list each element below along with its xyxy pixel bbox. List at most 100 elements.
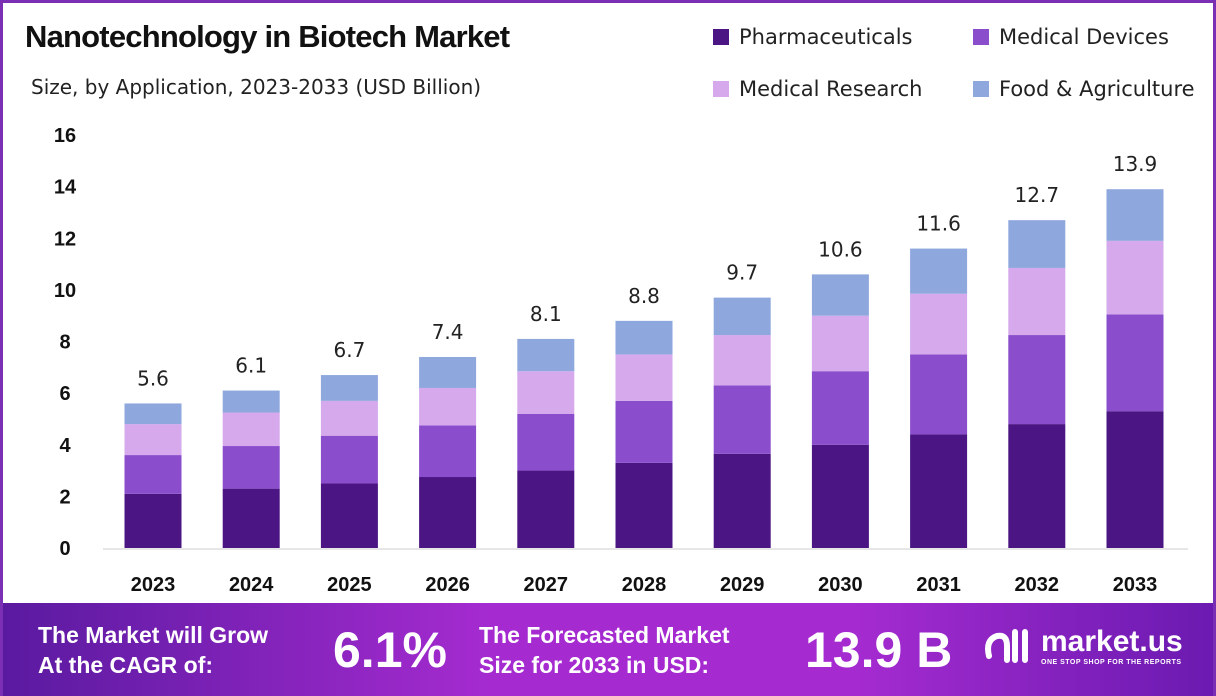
- x-tick-label: 2025: [327, 574, 372, 596]
- bar-segment-pharmaceuticals: [615, 462, 673, 548]
- bar-segment-pharmaceuticals: [713, 453, 771, 548]
- bar-segment-food-agriculture: [811, 274, 869, 316]
- bar-segment-pharmaceuticals: [910, 434, 968, 548]
- total-data-label: 7.4: [432, 320, 464, 344]
- x-tick-label: 2029: [720, 574, 765, 596]
- chart-subtitle: Size, by Application, 2023-2033 (USD Bil…: [31, 75, 482, 99]
- legend-label: Pharmaceuticals: [739, 25, 913, 49]
- bar-segment-pharmaceuticals: [124, 493, 182, 548]
- bar-segment-medical-research: [517, 371, 575, 414]
- total-data-label: 9.7: [726, 261, 758, 285]
- total-data-label: 13.9: [1113, 152, 1158, 176]
- logo-tagline: ONE STOP SHOP FOR THE REPORTS: [1041, 659, 1182, 666]
- y-tick-label: 2: [59, 486, 70, 508]
- bar-segment-food-agriculture: [517, 338, 575, 372]
- bar-segment-medical-devices: [320, 435, 378, 484]
- legend-swatch: [713, 29, 729, 45]
- legend-swatch: [973, 81, 989, 97]
- bar-segment-medical-research: [811, 315, 869, 372]
- bar-segment-medical-research: [615, 354, 673, 401]
- total-data-label: 8.1: [530, 302, 562, 326]
- bar-segment-medical-research: [713, 335, 771, 386]
- bar-segment-pharmaceuticals: [517, 470, 575, 548]
- bar-segment-food-agriculture: [1106, 189, 1164, 241]
- bar-segment-pharmaceuticals: [1008, 424, 1066, 548]
- bar-segment-medical-devices: [910, 354, 968, 435]
- total-data-label: 6.7: [333, 338, 365, 362]
- bar-segment-medical-devices: [615, 400, 673, 463]
- summary-banner: The Market will Grow At the CAGR of: 6.1…: [3, 603, 1213, 696]
- y-tick-label: 4: [59, 435, 71, 457]
- logo-text: market.us: [1041, 625, 1183, 658]
- total-data-label: 8.8: [628, 284, 660, 308]
- y-tick-label: 0: [59, 538, 70, 560]
- market-us-logo: market.us ONE STOP SHOP FOR THE REPORTS: [983, 625, 1183, 666]
- legend-food-agriculture: Food & Agriculture: [973, 77, 1195, 101]
- bar-segment-food-agriculture: [124, 403, 182, 425]
- x-tick-label: 2030: [818, 574, 863, 596]
- bar-segment-medical-devices: [713, 385, 771, 454]
- x-tick-label: 2023: [131, 574, 176, 596]
- bar-segment-medical-research: [1008, 267, 1066, 336]
- bar-segment-food-agriculture: [320, 375, 378, 401]
- forecast-label-line1: The Forecasted Market: [479, 622, 730, 648]
- total-data-label: 11.6: [916, 212, 961, 236]
- y-tick-label: 12: [54, 228, 76, 250]
- bar-segment-medical-research: [910, 293, 968, 355]
- market-us-logo-icon: [985, 628, 1028, 663]
- legend-label: Food & Agriculture: [999, 77, 1195, 101]
- bar-segment-medical-devices: [1008, 335, 1066, 425]
- bar-segment-pharmaceuticals: [811, 444, 869, 548]
- bar-segment-medical-devices: [222, 446, 280, 489]
- bar-segment-food-agriculture: [419, 356, 477, 388]
- x-tick-label: 2028: [622, 574, 667, 596]
- bar-segment-medical-research: [1106, 240, 1164, 315]
- cagr-label: The Market will Grow At the CAGR of:: [38, 620, 268, 680]
- cagr-label-line2: At the CAGR of:: [38, 652, 214, 678]
- bar-segment-medical-research: [124, 424, 182, 456]
- legend-swatch: [973, 29, 989, 45]
- total-data-label: 12.7: [1015, 183, 1060, 207]
- x-tick-label: 2026: [425, 574, 470, 596]
- y-tick-label: 16: [54, 125, 76, 147]
- x-tick-label: 2024: [229, 574, 274, 596]
- bar-segment-food-agriculture: [222, 390, 280, 413]
- cagr-value: 6.1%: [333, 622, 447, 678]
- bar-segment-medical-devices: [124, 455, 182, 494]
- y-tick-label: 8: [59, 332, 70, 354]
- forecast-label: The Forecasted Market Size for 2033 in U…: [479, 620, 730, 680]
- x-tick-label: 2027: [524, 574, 569, 596]
- bar-segment-medical-research: [320, 400, 378, 436]
- total-data-label: 5.6: [137, 366, 169, 390]
- stacked-bar-chart: 0 2 4 6 8 10 12 14 16 5.6 2023 6.1 2024 6.7 2025 7.4 202…: [54, 125, 1188, 596]
- bar-segment-pharmaceuticals: [1106, 411, 1164, 548]
- total-data-label: 10.6: [818, 237, 863, 261]
- bar-segment-medical-research: [419, 387, 477, 426]
- x-tick-label: 2032: [1015, 574, 1060, 596]
- bar-segment-food-agriculture: [713, 297, 771, 336]
- total-data-label: 6.1: [235, 354, 267, 378]
- legend-label: Medical Devices: [999, 25, 1169, 49]
- bar-segment-pharmaceuticals: [320, 483, 378, 548]
- legend-swatch: [713, 81, 729, 97]
- bar-segment-pharmaceuticals: [419, 477, 477, 548]
- x-tick-label: 2033: [1113, 574, 1158, 596]
- bar-segment-medical-devices: [419, 425, 477, 478]
- y-tick-label: 14: [54, 177, 77, 199]
- legend-pharmaceuticals: Pharmaceuticals: [713, 25, 912, 49]
- x-tick-label: 2031: [916, 574, 961, 596]
- bar-segment-pharmaceuticals: [222, 488, 280, 548]
- legend-medical-devices: Medical Devices: [973, 25, 1169, 49]
- bar-segment-medical-devices: [1106, 314, 1164, 412]
- y-tick-label: 6: [59, 383, 70, 405]
- y-tick-label: 10: [54, 280, 76, 302]
- bar-segment-food-agriculture: [615, 320, 673, 355]
- forecast-label-line2: Size for 2033 in USD:: [479, 652, 710, 678]
- cagr-label-line1: The Market will Grow: [38, 622, 269, 648]
- legend-medical-research: Medical Research: [713, 77, 922, 101]
- forecast-value: 13.9 B: [805, 622, 953, 678]
- bar-segment-medical-research: [222, 412, 280, 447]
- legend-label: Medical Research: [739, 77, 923, 101]
- bar-segment-medical-devices: [517, 413, 575, 471]
